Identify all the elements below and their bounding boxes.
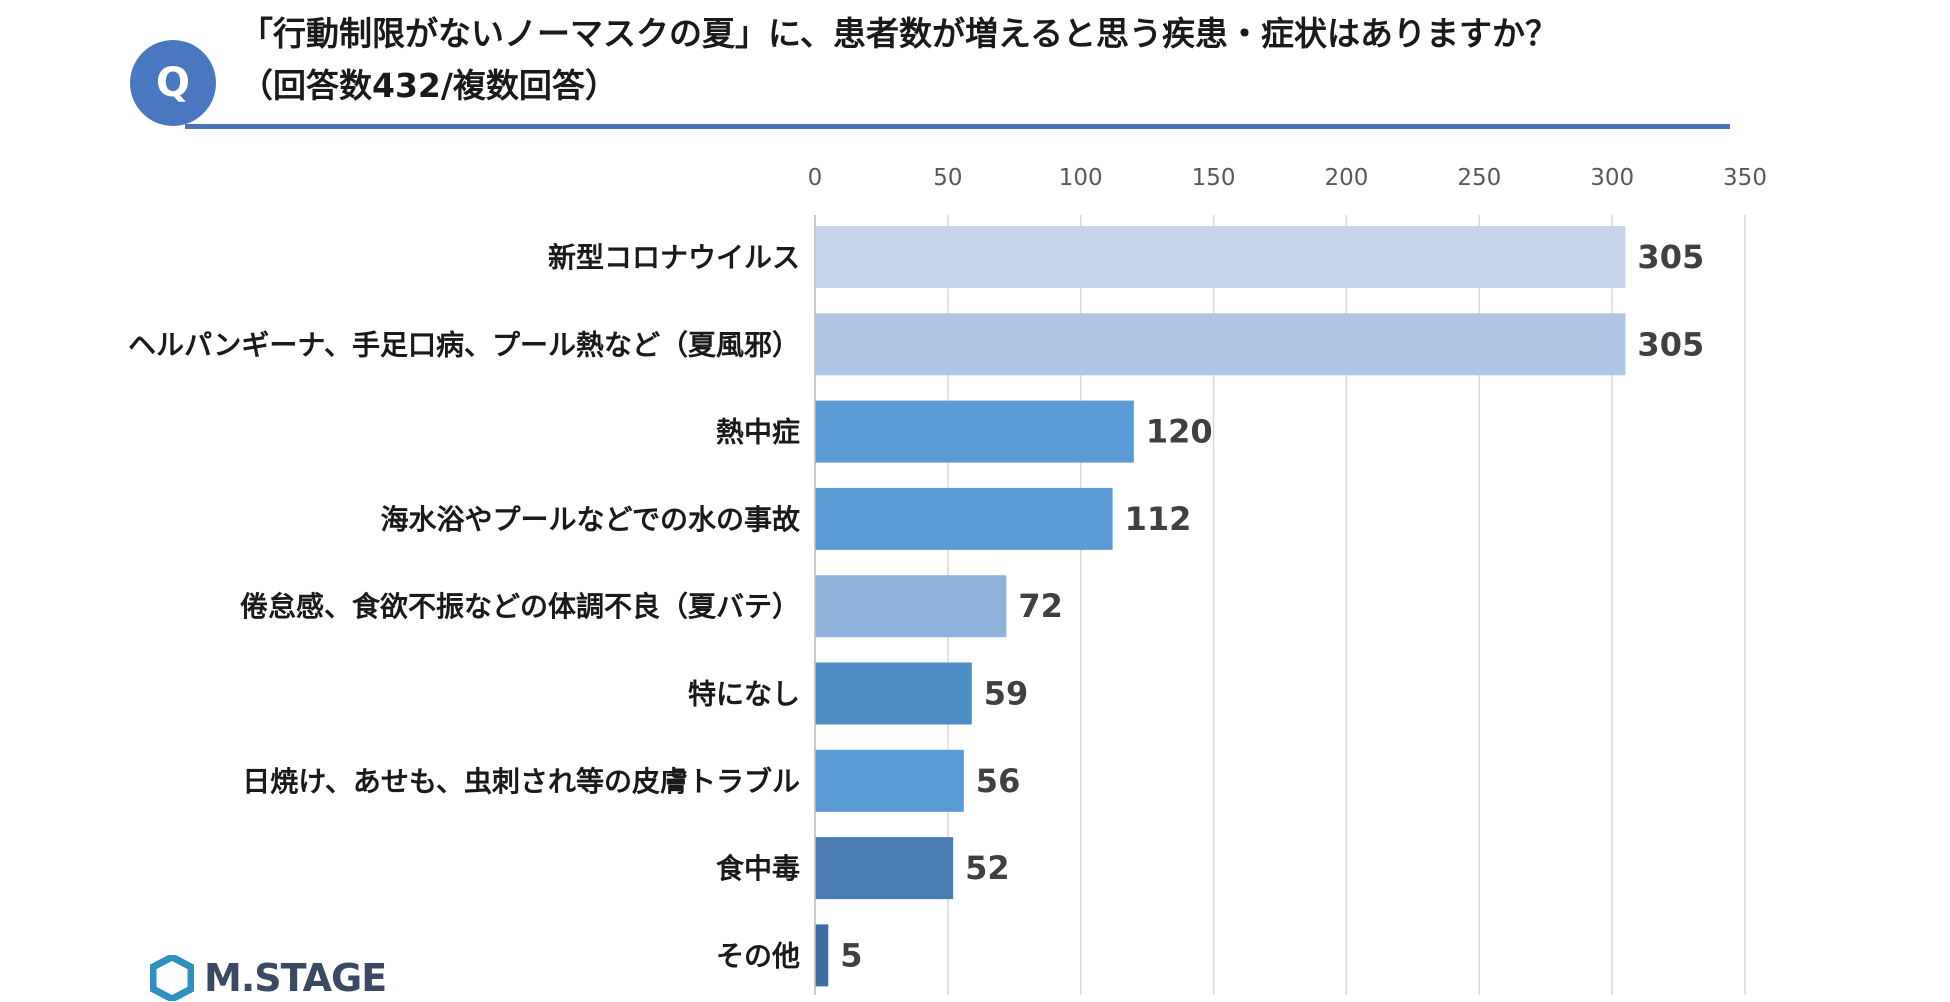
x-tick-label: 300 (1590, 165, 1634, 191)
x-tick-label: 200 (1324, 165, 1368, 191)
brand-logo: M.STAGE (150, 955, 387, 1001)
data-label: 120 (1146, 413, 1213, 451)
data-label: 56 (976, 762, 1021, 800)
bar (815, 662, 972, 725)
category-label: 特になし (688, 678, 800, 711)
category-label: 海水浴やプールなどでの水の事故 (381, 503, 800, 536)
bar (815, 226, 1626, 288)
x-tick-label: 150 (1192, 165, 1236, 191)
data-label: 305 (1637, 325, 1704, 363)
data-label: 5 (840, 936, 862, 974)
title-line-2: （回答数432/複数回答） (240, 66, 618, 105)
x-tick-label: 0 (808, 165, 823, 191)
x-tick-label: 100 (1059, 165, 1103, 191)
category-label: 倦怠感、食欲不振などの体調不良（夏バテ） (240, 590, 800, 623)
data-label: 72 (1018, 587, 1063, 625)
data-label: 52 (965, 849, 1010, 887)
x-tick-label: 350 (1723, 165, 1767, 191)
bar (815, 924, 829, 987)
category-label: 新型コロナウイルス (548, 241, 800, 274)
hexagon-logo-icon (150, 955, 194, 1001)
category-label: ヘルパンギーナ、手足口病、プール熱など（夏風邪） (128, 328, 800, 361)
bar (815, 313, 1626, 376)
bar (815, 837, 954, 900)
category-label: その他 (716, 939, 800, 972)
bar (815, 400, 1134, 463)
question-badge: Q (130, 40, 216, 126)
x-tick-label: 250 (1457, 165, 1501, 191)
bar (815, 575, 1007, 638)
page-title: 「行動制限がないノーマスクの夏」に、患者数が増えると思う疾患・症状はありますか？… (240, 8, 1760, 112)
title-line-1: 「行動制限がないノーマスクの夏」に、患者数が増えると思う疾患・症状はありますか？ (240, 14, 1559, 53)
bar (815, 487, 1113, 550)
bar (815, 749, 964, 812)
brand-logo-text: M.STAGE (204, 956, 387, 1000)
x-tick-label: 50 (933, 165, 962, 191)
title-underline (185, 124, 1730, 129)
category-label: 熱中症 (716, 416, 800, 449)
category-label: 日焼け、あせも、虫刺され等の皮膚トラブル (242, 765, 800, 798)
data-label: 59 (984, 675, 1029, 713)
data-label: 112 (1125, 500, 1192, 538)
data-label: 305 (1637, 238, 1704, 276)
category-label: 食中毒 (716, 852, 800, 885)
